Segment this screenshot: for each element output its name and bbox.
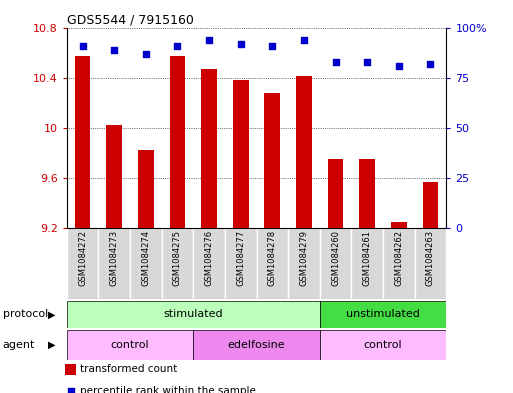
- Text: percentile rank within the sample: percentile rank within the sample: [80, 386, 255, 393]
- Point: [110, 46, 118, 53]
- Point: [142, 50, 150, 57]
- Bar: [383, 228, 415, 299]
- Bar: [193, 330, 320, 360]
- Bar: [67, 228, 98, 299]
- Text: GSM1084276: GSM1084276: [205, 230, 213, 286]
- Bar: [288, 228, 320, 299]
- Bar: [193, 228, 225, 299]
- Bar: [415, 228, 446, 299]
- Text: GSM1084273: GSM1084273: [110, 230, 119, 286]
- Bar: [201, 69, 217, 228]
- Bar: [66, 364, 76, 375]
- Point: [426, 61, 435, 67]
- Bar: [256, 228, 288, 299]
- Bar: [423, 182, 439, 228]
- Bar: [233, 80, 249, 228]
- Text: edelfosine: edelfosine: [228, 340, 285, 350]
- Bar: [359, 159, 375, 228]
- Bar: [320, 228, 351, 299]
- Point: [363, 59, 371, 65]
- Point: [173, 42, 182, 49]
- Bar: [328, 159, 344, 228]
- Bar: [264, 93, 280, 228]
- Text: GSM1084261: GSM1084261: [363, 230, 372, 286]
- Text: control: control: [364, 340, 402, 350]
- Text: control: control: [111, 340, 149, 350]
- Bar: [162, 228, 193, 299]
- Bar: [130, 228, 162, 299]
- Bar: [391, 222, 407, 228]
- Point: [331, 59, 340, 65]
- Text: stimulated: stimulated: [164, 309, 223, 320]
- Text: GSM1084279: GSM1084279: [300, 230, 308, 286]
- Text: GSM1084263: GSM1084263: [426, 230, 435, 286]
- Text: GSM1084274: GSM1084274: [141, 230, 150, 286]
- Bar: [67, 330, 193, 360]
- Text: protocol: protocol: [3, 309, 48, 320]
- Bar: [98, 228, 130, 299]
- Text: GSM1084262: GSM1084262: [394, 230, 403, 286]
- Bar: [67, 301, 320, 328]
- Bar: [225, 228, 256, 299]
- Point: [78, 42, 87, 49]
- Bar: [296, 76, 312, 228]
- Text: unstimulated: unstimulated: [346, 309, 420, 320]
- Text: ▶: ▶: [48, 340, 55, 350]
- Bar: [106, 125, 122, 228]
- Text: GSM1084272: GSM1084272: [78, 230, 87, 286]
- Text: GSM1084275: GSM1084275: [173, 230, 182, 286]
- Point: [394, 62, 403, 69]
- Text: ▶: ▶: [48, 309, 55, 320]
- Text: GSM1084277: GSM1084277: [236, 230, 245, 286]
- Text: agent: agent: [3, 340, 35, 350]
- Text: GDS5544 / 7915160: GDS5544 / 7915160: [67, 13, 193, 26]
- Point: [236, 40, 245, 47]
- Text: transformed count: transformed count: [80, 364, 177, 375]
- Bar: [74, 56, 90, 228]
- Text: GSM1084278: GSM1084278: [268, 230, 277, 286]
- Bar: [169, 56, 185, 228]
- Bar: [320, 330, 446, 360]
- Point: [205, 37, 213, 43]
- Point: [300, 37, 308, 43]
- Point: [268, 42, 277, 49]
- Bar: [351, 228, 383, 299]
- Point: [66, 388, 75, 393]
- Text: GSM1084260: GSM1084260: [331, 230, 340, 286]
- Bar: [320, 301, 446, 328]
- Bar: [138, 150, 154, 228]
